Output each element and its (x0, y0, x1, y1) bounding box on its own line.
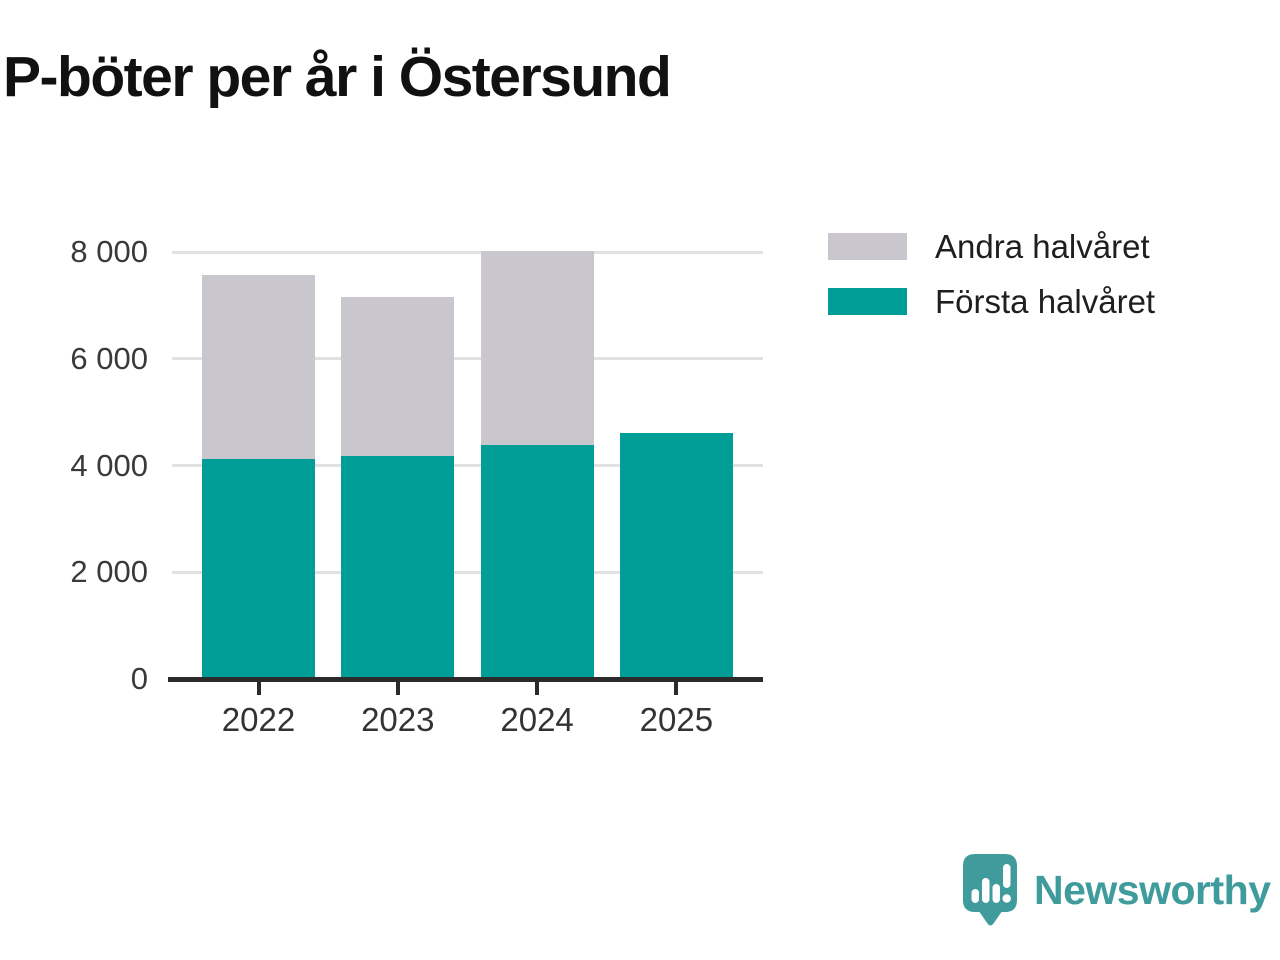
newsworthy-logo-text: Newsworthy (1034, 866, 1271, 913)
x-axis-line (168, 677, 763, 682)
legend-swatch-forsta-halvaret (828, 288, 907, 315)
bar-2024-f-rsta-halv-ret (480, 444, 594, 679)
ytick-label-6000: 6 000 (70, 340, 148, 376)
gridline-2000 (172, 570, 763, 574)
legend-swatch-andra-halvaret (828, 233, 907, 260)
xtick-label-2024: 2024 (500, 701, 574, 738)
legend: Andra halvåret Första halvåret (828, 228, 1155, 343)
newsworthy-logo-icon (963, 854, 1017, 926)
bar-2024-andra-halv-ret (480, 250, 594, 445)
ytick-label-0: 0 (130, 661, 148, 696)
xtick-mark-2022 (256, 681, 261, 695)
legend-label-forsta-halvaret: Första halvåret (935, 282, 1156, 320)
ytick-label-8000: 8 000 (70, 234, 148, 269)
chart-title: P-böter per år i Östersund (3, 45, 672, 109)
legend-item-andra-halvaret: Andra halvåret (828, 228, 1155, 265)
xtick-mark-2025 (674, 681, 679, 695)
bar-2025-f-rsta-halv-ret (619, 433, 733, 679)
legend-item-forsta-halvaret: Första halvåret (828, 283, 1155, 320)
xtick-mark-2024 (535, 681, 540, 695)
ytick-label-2000: 2 000 (70, 554, 148, 590)
gridline-6000 (172, 357, 763, 361)
gridline-4000 (172, 464, 763, 467)
newsworthy-branding: Newsworthy (962, 853, 1271, 927)
bar-2022-f-rsta-halv-ret (202, 458, 315, 679)
xtick-label-2023: 2023 (361, 701, 435, 738)
xtick-label-2022: 2022 (221, 701, 296, 738)
legend-label-andra-halvaret: Andra halvåret (935, 227, 1150, 265)
bar-2023-f-rsta-halv-ret (341, 456, 455, 679)
bar-2022-andra-halv-ret (202, 274, 315, 459)
gridline-8000 (172, 250, 763, 254)
xtick-mark-2023 (395, 681, 400, 695)
ytick-label-4000: 4 000 (70, 447, 148, 483)
bar-2023-andra-halv-ret (341, 297, 455, 457)
xtick-label-2025: 2025 (639, 701, 714, 738)
